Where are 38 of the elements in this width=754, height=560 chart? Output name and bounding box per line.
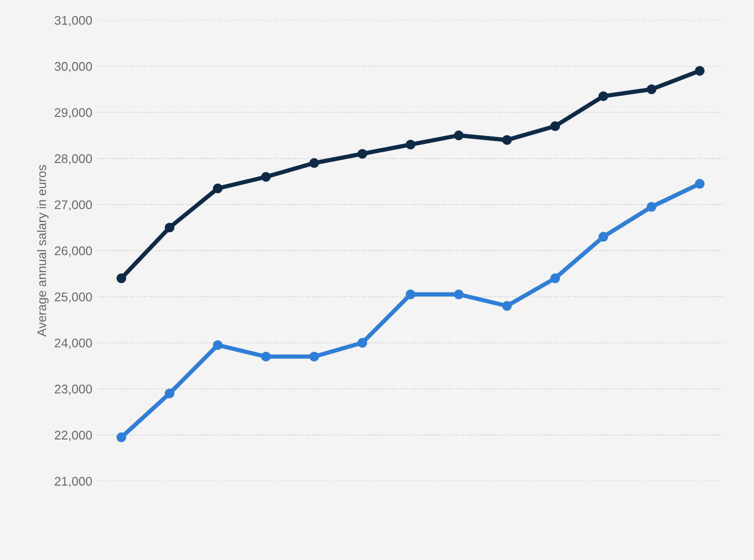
point <box>116 432 126 442</box>
point <box>550 121 560 132</box>
y-tick-label: 27,000 <box>54 200 92 211</box>
y-tick-label: 31,000 <box>54 16 92 26</box>
y-tick-label: 29,000 <box>54 108 92 118</box>
point <box>309 158 320 168</box>
point <box>261 172 271 182</box>
y-tick-label: 25,000 <box>54 292 92 303</box>
y-tick-label: 30,000 <box>54 62 92 72</box>
point <box>309 352 320 362</box>
point <box>694 178 705 189</box>
point <box>357 338 368 348</box>
point <box>598 232 608 242</box>
point <box>598 91 608 102</box>
point <box>454 290 464 300</box>
point <box>164 222 174 232</box>
point <box>406 140 416 150</box>
point <box>406 290 416 300</box>
y-axis-title: Average annual salary in euros <box>36 164 49 337</box>
point <box>646 84 656 94</box>
y-tick-label: 24,000 <box>54 338 92 349</box>
point <box>116 273 126 284</box>
y-tick-label: 21,000 <box>54 476 92 488</box>
point <box>454 130 464 140</box>
point <box>646 202 656 212</box>
point <box>261 352 271 362</box>
y-tick-label: 22,000 <box>54 430 92 442</box>
point <box>502 301 512 311</box>
point <box>502 135 512 145</box>
point <box>694 66 705 76</box>
y-tick-label: 23,000 <box>54 384 92 395</box>
point <box>212 184 223 194</box>
point <box>357 148 368 159</box>
y-tick-label: 26,000 <box>54 246 92 257</box>
point <box>164 388 174 398</box>
point <box>212 340 223 350</box>
point <box>550 273 560 284</box>
y-tick-label: 28,000 <box>54 154 92 165</box>
